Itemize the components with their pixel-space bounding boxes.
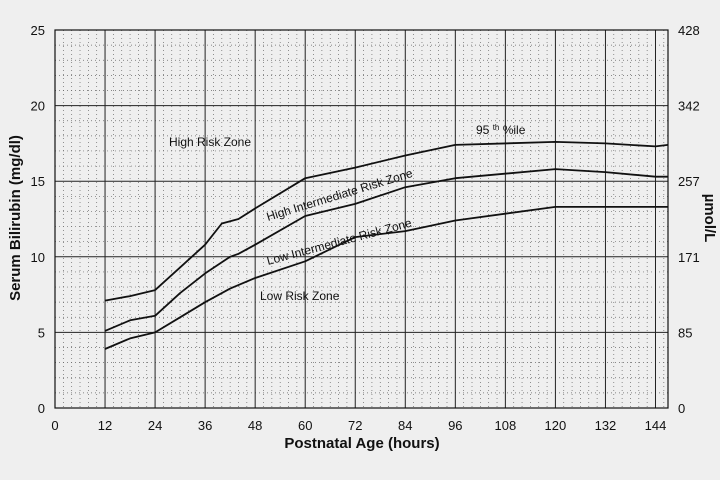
right-tick-label: 0 xyxy=(678,401,685,416)
y-tick-label: 20 xyxy=(31,99,45,114)
percentile-95-number: 95 xyxy=(476,123,490,137)
x-tick-label: 72 xyxy=(348,418,362,433)
chart-series xyxy=(104,140,669,350)
right-tick-label: 171 xyxy=(678,250,700,265)
x-tick-label: 48 xyxy=(248,418,262,433)
percentile-curve-3 xyxy=(104,205,668,350)
x-tick-label: 120 xyxy=(545,418,567,433)
plot-frame xyxy=(54,29,669,409)
x-tick-label: 12 xyxy=(98,418,112,433)
y-tick-label: 25 xyxy=(31,23,45,38)
right-axis-title: µmol/L xyxy=(701,194,718,243)
x-tick-label: 144 xyxy=(645,418,667,433)
percentile-ile-text: %ile xyxy=(503,123,526,137)
chart-grid xyxy=(55,30,668,408)
percentile-curve-2 xyxy=(104,168,668,332)
x-tick-label: 108 xyxy=(495,418,517,433)
right-tick-label: 342 xyxy=(678,99,700,114)
chart-tick-labels: 0 12 24 36 48 60 72 84 96 108 120 132 144 0 5 10 15 20 25 0… xyxy=(31,23,700,433)
percentile-95-label: 95 th %ile xyxy=(476,119,526,137)
right-tick-label: 257 xyxy=(678,174,700,189)
chart-axes xyxy=(54,29,669,409)
x-tick-label: 0 xyxy=(51,418,58,433)
high-intermediate-zone-label: High Intermediate Risk Zone xyxy=(265,166,415,224)
y-tick-label: 0 xyxy=(38,401,45,416)
y-axis-title: Serum Bilirubin (mg/dl) xyxy=(7,135,24,301)
y-tick-label: 10 xyxy=(31,250,45,265)
x-tick-label: 96 xyxy=(448,418,462,433)
high-risk-zone-label: High Risk Zone xyxy=(169,135,251,149)
x-tick-label: 60 xyxy=(298,418,312,433)
x-axis-title: Postnatal Age (hours) xyxy=(284,435,439,452)
x-tick-label: 84 xyxy=(398,418,412,433)
right-tick-label: 428 xyxy=(678,23,700,38)
y-tick-label: 15 xyxy=(31,174,45,189)
x-tick-label: 24 xyxy=(148,418,162,433)
low-risk-zone-label: Low Risk Zone xyxy=(260,289,340,303)
percentile-curve-1 xyxy=(104,140,669,302)
y-tick-label: 5 xyxy=(38,325,45,340)
x-tick-label: 132 xyxy=(595,418,617,433)
x-tick-label: 36 xyxy=(198,418,212,433)
right-tick-label: 85 xyxy=(678,325,692,340)
percentile-th-superscript: th xyxy=(493,123,500,132)
